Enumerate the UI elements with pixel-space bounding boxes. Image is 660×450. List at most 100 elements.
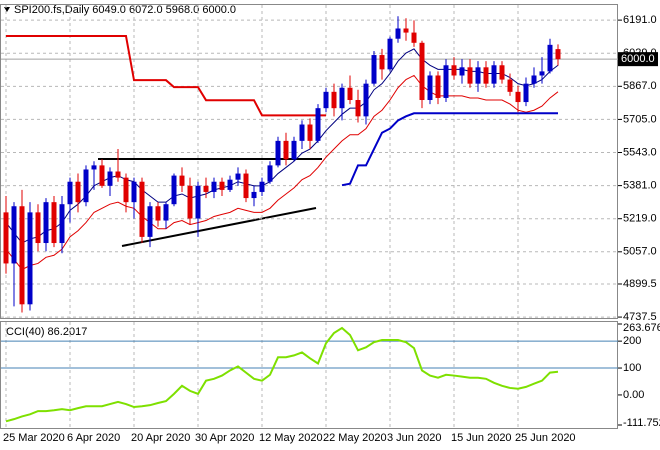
candle-body (59, 204, 65, 244)
candle-body (147, 206, 153, 237)
last-price-box (618, 52, 658, 67)
candle-body (163, 204, 169, 221)
y-tick-label: 5543.0 (623, 146, 657, 158)
y-tick-label: 5867.0 (623, 80, 657, 92)
y-tick-label: 0.00 (623, 389, 644, 401)
x-tick-label: 30 Apr 2020 (195, 432, 254, 444)
y-tick-label: 5057.0 (623, 246, 657, 258)
candle-body (339, 87, 345, 109)
candle-body (259, 181, 265, 192)
candle-body (107, 171, 113, 186)
candle-body (291, 140, 297, 160)
indicator-line (5, 74, 559, 271)
y-tick-label: 5381.0 (623, 180, 657, 192)
candle-body (19, 206, 25, 305)
candle-body (499, 65, 505, 80)
candle-body (539, 71, 545, 76)
candle-body (379, 55, 385, 70)
x-tick-label: 25 Mar 2020 (3, 432, 65, 444)
candle-body (387, 38, 393, 70)
cci-line (5, 326, 559, 423)
candle-body (427, 75, 433, 101)
candle-body (395, 28, 401, 39)
candle-body (171, 175, 177, 205)
x-tick-label: 22 May 2020 (323, 432, 387, 444)
candle-body (139, 181, 145, 237)
candle-body (243, 173, 249, 199)
candle-body (11, 206, 17, 264)
candle-body (99, 165, 105, 186)
candle-body (115, 171, 121, 178)
candle-body (179, 175, 185, 186)
candle-body (131, 181, 137, 203)
candle-body (547, 44, 553, 72)
candle-body (275, 140, 281, 166)
candle-body (299, 124, 305, 141)
candle-body (195, 185, 201, 219)
candle-body (219, 181, 225, 190)
candle-body (83, 169, 89, 203)
candle-body (283, 140, 289, 160)
candle-body (411, 32, 417, 43)
main-panel (0, 4, 618, 319)
candle-body (523, 83, 529, 103)
candle-body (467, 67, 473, 84)
candle-body (203, 185, 209, 192)
candle-body (347, 87, 353, 101)
candle-body (371, 55, 377, 84)
indicator-panel (0, 321, 618, 429)
candle-body (363, 83, 369, 117)
candle-body (443, 65, 449, 98)
candle-body (211, 181, 217, 192)
candle-body (355, 100, 361, 117)
y-tick-label: 5219.0 (623, 213, 657, 225)
y-tick-label: 200 (623, 335, 641, 347)
y-tick-label: 6191.0 (623, 14, 657, 26)
candle-body (267, 165, 273, 182)
candle-body (555, 49, 561, 60)
candle-body (531, 75, 537, 84)
candle-body (67, 181, 73, 205)
x-tick-label: 12 May 2020 (259, 432, 323, 444)
indicator-title: CCI(40) 86.2017 (6, 326, 87, 338)
x-tick-label: 3 Jun 2020 (387, 432, 441, 444)
y-tick-label: 4899.5 (623, 278, 657, 290)
y-tick-label: 263.6764 (623, 322, 660, 334)
candle-body (43, 202, 49, 244)
candle-body (307, 124, 313, 141)
x-tick-label: 15 Jun 2020 (451, 432, 512, 444)
y-tick-label: 4737.5 (623, 311, 657, 323)
y-tick-label: 100 (623, 362, 641, 374)
indicator-line (341, 112, 558, 187)
candle-body (51, 202, 57, 244)
candle-body (315, 108, 321, 141)
y-tick-label: 5705.0 (623, 113, 657, 125)
candle-body (451, 65, 457, 76)
candle-body (475, 67, 481, 84)
chart-title: SPI200.fs,Daily 6049.0 6072.0 5968.0 600… (14, 4, 236, 16)
indicator-line (5, 48, 559, 244)
x-tick-label: 25 Jun 2020 (515, 432, 576, 444)
candle-body (75, 181, 81, 203)
candle-body (27, 212, 33, 305)
candle-body (123, 177, 129, 203)
candle-body (187, 185, 193, 219)
candle-body (251, 191, 257, 199)
candle-body (491, 65, 497, 84)
trend-line (121, 207, 317, 247)
x-tick-label: 6 Apr 2020 (67, 432, 120, 444)
indicator-line (6, 35, 326, 117)
candle-body (507, 79, 513, 92)
candle-body (35, 212, 41, 244)
x-tick-label: 20 Apr 2020 (131, 432, 190, 444)
candle-body (515, 91, 521, 103)
menu-arrow (4, 7, 10, 12)
last-price-label: 6000.0 (621, 53, 655, 65)
candle-body (235, 173, 241, 180)
candle-body (483, 67, 489, 84)
candle-body (3, 212, 9, 264)
candle-body (419, 42, 425, 101)
candle-body (459, 67, 465, 76)
candle-body (91, 165, 97, 170)
